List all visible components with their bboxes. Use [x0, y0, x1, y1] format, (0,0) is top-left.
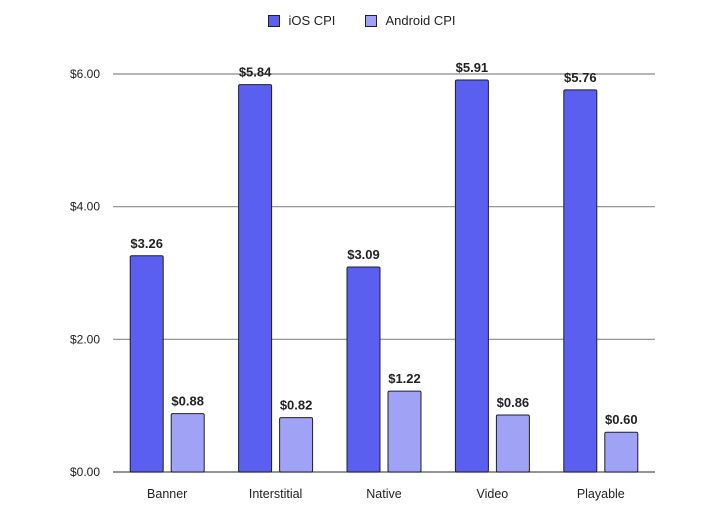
legend-label-ios: iOS CPI: [288, 13, 336, 28]
legend: iOS CPI Android CPI: [0, 13, 724, 28]
bar: [495, 414, 530, 473]
bar: [604, 431, 639, 473]
y-tick-label: $2.00: [70, 332, 100, 346]
bar: [129, 255, 164, 473]
bar: [563, 89, 598, 473]
x-tick-label: Native: [366, 487, 401, 501]
data-label: $5.91: [456, 60, 489, 75]
data-label: $3.09: [347, 247, 380, 262]
bar: [170, 413, 205, 473]
legend-item-android: Android CPI: [365, 13, 456, 28]
bar: [387, 390, 422, 473]
data-label: $3.26: [130, 236, 163, 251]
data-label: $5.76: [564, 70, 597, 85]
data-label: $0.82: [280, 398, 313, 413]
legend-swatch-ios: [268, 14, 281, 27]
x-tick-label: Video: [477, 487, 509, 501]
data-label: $5.84: [239, 65, 272, 80]
y-tick-label: $6.00: [70, 67, 100, 81]
data-label: $0.60: [605, 412, 638, 427]
data-label: $0.86: [497, 395, 530, 410]
bar: [238, 84, 273, 473]
bar: [346, 266, 381, 473]
x-tick-label: Playable: [577, 487, 625, 501]
data-label: $1.22: [388, 371, 421, 386]
x-tick-label: Interstitial: [249, 487, 303, 501]
bar: [279, 417, 314, 473]
bar: [454, 79, 489, 473]
y-tick-label: $4.00: [70, 200, 100, 214]
legend-label-android: Android CPI: [385, 13, 456, 28]
y-tick-label: $0.00: [70, 465, 100, 479]
legend-item-ios: iOS CPI: [268, 13, 335, 28]
legend-swatch-android: [365, 14, 378, 27]
data-label: $0.88: [171, 394, 204, 409]
x-tick-label: Banner: [147, 487, 187, 501]
